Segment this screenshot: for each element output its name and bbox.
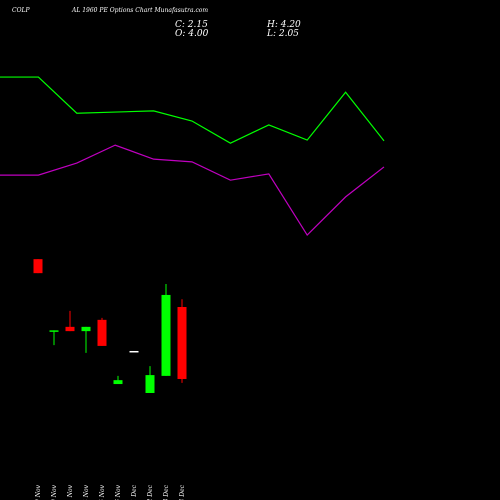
x-tick-label: 24 Nov [83, 484, 90, 500]
candle-body [177, 307, 187, 379]
x-tick-label: 20 Nov [51, 484, 58, 500]
candle-body [65, 326, 75, 332]
candle-body [33, 259, 43, 274]
high-label: H: 4.20 [266, 20, 301, 30]
x-tick-label: 26 Nov [115, 484, 122, 500]
x-tick-label: 02 Dec [147, 484, 154, 500]
candle-body [161, 294, 171, 376]
candle-body [129, 350, 139, 353]
x-tick-label: 03 Dec [163, 484, 170, 500]
close-label: C: 2.15 [175, 20, 208, 30]
candle-body [113, 380, 123, 385]
chart-subtitle: AL 1960 PE Options Chart Munafasutra.com [71, 7, 208, 14]
candle-body [145, 375, 155, 393]
open-label: O: 4.00 [175, 29, 209, 39]
x-tick-label: 21 Nov [67, 484, 74, 500]
x-tick-label: 01 Dec [131, 484, 138, 500]
indicator-line [0, 144, 385, 236]
candle-body [49, 330, 59, 332]
candle-body [97, 319, 107, 346]
x-tick-label: 25 Nov [99, 484, 106, 500]
candle-body [81, 326, 91, 332]
low-label: L: 2.05 [266, 29, 299, 39]
x-tick-label: 19 Nov [35, 484, 42, 500]
indicator-line [0, 76, 385, 144]
chart-title: COLP [12, 7, 30, 14]
x-tick-label: 04 Dec [179, 484, 186, 500]
